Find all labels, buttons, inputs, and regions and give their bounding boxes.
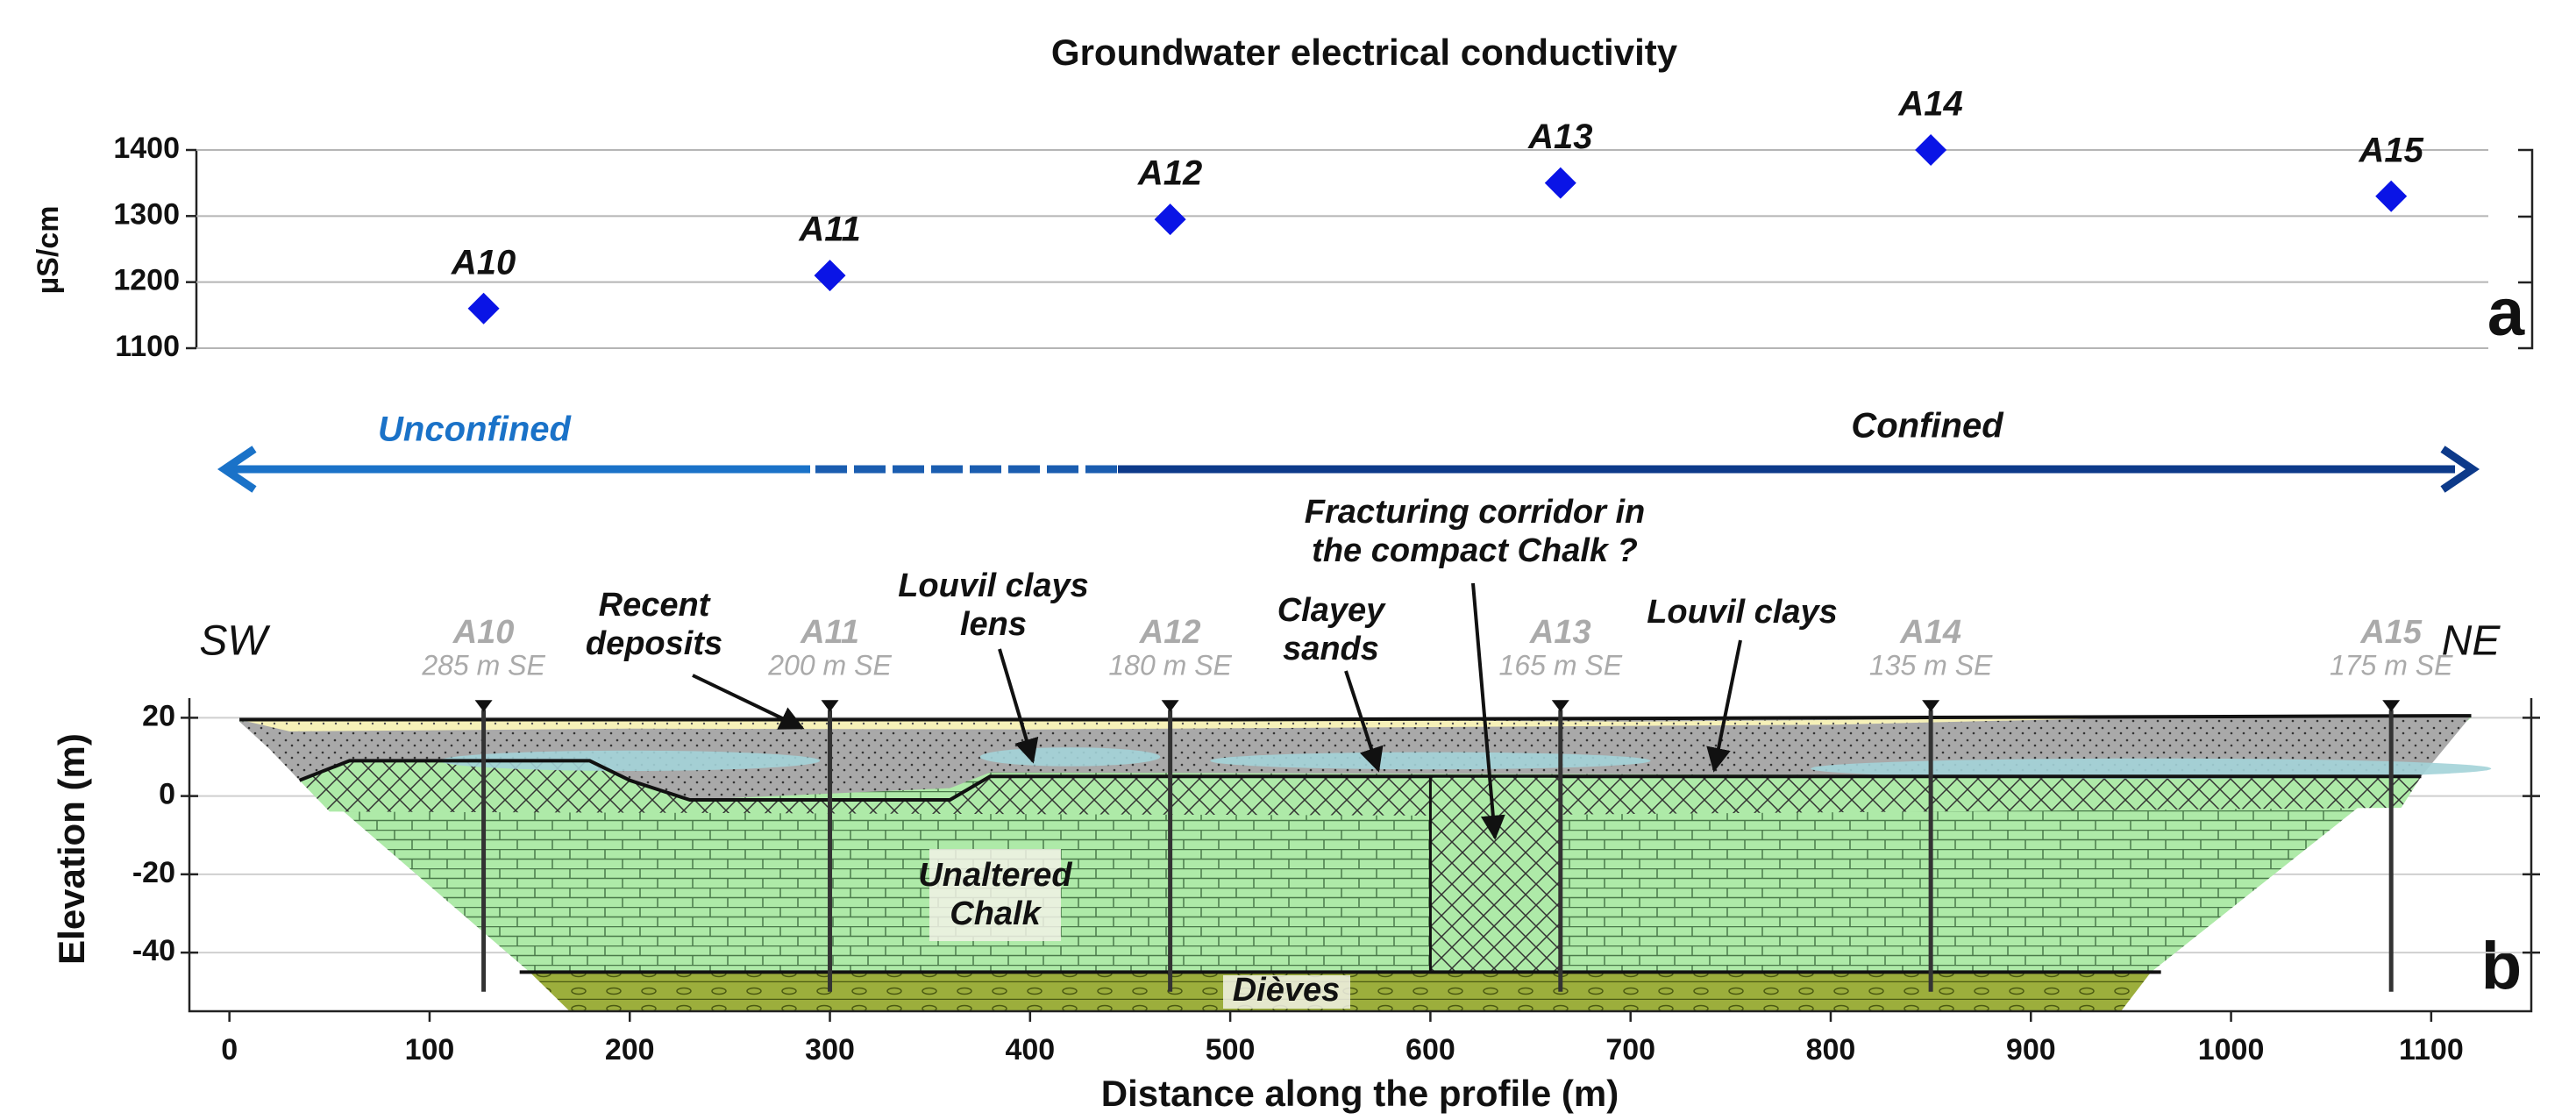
x-tick-label: 500 [1206, 1033, 1256, 1066]
point-label: A12 [1137, 154, 1202, 193]
regime-label: Unconfined [378, 410, 573, 449]
clay-lens [979, 747, 1161, 767]
unit-label-box [929, 849, 1061, 941]
x-tick-label: 1100 [2399, 1033, 2464, 1066]
well-head [1161, 700, 1179, 712]
annotation: sands [1283, 631, 1379, 667]
x-tick-label: 800 [1806, 1033, 1856, 1066]
clay-lens [1210, 752, 1651, 770]
annotation-arrow [998, 648, 1039, 764]
point [467, 292, 500, 325]
well-offset: 200 m SE [767, 649, 892, 681]
clay-lens [1811, 758, 2492, 779]
well-name: A10 [452, 614, 515, 651]
y-tick-label: 1300 [113, 197, 180, 231]
well-offset: 165 m SE [1499, 649, 1623, 681]
point-label: A11 [798, 210, 860, 249]
x-tick-label: 600 [1405, 1033, 1455, 1066]
annotation-arrow [1471, 582, 1505, 840]
annotation-arrow [1344, 670, 1384, 773]
unit-label-box [1223, 975, 1350, 1009]
well-head [1551, 700, 1569, 712]
point [1154, 203, 1186, 236]
annotation: Recent [599, 587, 711, 624]
regime-label: Confined [1851, 407, 2004, 446]
annotation: Fracturing corridor in [1305, 494, 1645, 531]
y-tick-label: 1100 [115, 330, 180, 363]
well-head [1922, 700, 1940, 712]
annotation-arrow [692, 674, 805, 730]
well-offset: 285 m SE [421, 649, 545, 681]
well-name: A13 [1529, 614, 1591, 651]
x-tick-label: 400 [1005, 1033, 1055, 1066]
well-name: A15 [2359, 614, 2423, 651]
well-offset: 175 m SE [2330, 649, 2453, 681]
well-name: A14 [1899, 614, 1961, 651]
well-offset: 135 m SE [1869, 649, 1993, 681]
chart-title: Groundwater electrical conductivity [1051, 32, 1678, 73]
annotation-arrow [1706, 639, 1742, 773]
well-name: A11 [800, 614, 859, 651]
y-tick-label: 20 [142, 699, 175, 732]
unit-label: Chalk [950, 895, 1042, 932]
y-axis-label: µS/cm [32, 206, 65, 295]
x-tick-label: 100 [405, 1033, 455, 1066]
point [1915, 134, 1947, 166]
annotation: Louvil clays [1647, 594, 1838, 631]
y-axis-label: Elevation (m) [51, 733, 92, 965]
clay-lens [439, 750, 821, 772]
point [1544, 167, 1576, 199]
annotation: Clayey [1277, 592, 1386, 629]
annotation: deposits [586, 625, 722, 662]
fracture-corridor [1428, 774, 1562, 974]
axes-frame [188, 698, 2533, 1013]
panel-label: a [2487, 275, 2525, 350]
x-tick-label: 200 [605, 1033, 655, 1066]
point [2375, 180, 2408, 212]
x-tick-label: 700 [1605, 1033, 1655, 1066]
layer-contact [239, 714, 2472, 803]
well-head [2382, 700, 2401, 712]
side-label: NE [2442, 618, 2501, 665]
side-label: SW [199, 618, 271, 665]
y-tick-label: -20 [132, 856, 175, 889]
y-tick-label: -40 [132, 934, 175, 967]
point-label: A13 [1527, 118, 1592, 156]
annotation: Louvil clays [898, 567, 1089, 604]
point-label: A15 [2359, 131, 2424, 169]
x-tick-label: 0 [221, 1033, 238, 1066]
y-tick-label: 1200 [113, 264, 180, 297]
panel-label: b [2481, 929, 2522, 1003]
well-head [474, 700, 493, 712]
x-axis-label: Distance along the profile (m) [1101, 1073, 1619, 1114]
regime-arrow [217, 446, 2480, 493]
y-tick-label: 0 [159, 778, 175, 811]
right-bracket [2518, 148, 2534, 350]
annotation: the compact Chalk ? [1312, 532, 1638, 569]
y-tick-label: 1400 [113, 132, 180, 165]
unit-label: Unaltered [918, 857, 1072, 894]
annotation: lens [960, 606, 1027, 643]
well-offset: 180 m SE [1108, 649, 1232, 681]
point [814, 260, 846, 292]
point-label: A14 [1897, 85, 1962, 124]
unit-label: Dièves [1233, 972, 1341, 1009]
x-tick-label: 300 [805, 1033, 855, 1066]
well-head [821, 700, 839, 712]
x-tick-label: 900 [2006, 1033, 2056, 1066]
x-tick-label: 1000 [2198, 1033, 2265, 1066]
well-name: A12 [1139, 614, 1201, 651]
point-label: A10 [451, 243, 516, 282]
